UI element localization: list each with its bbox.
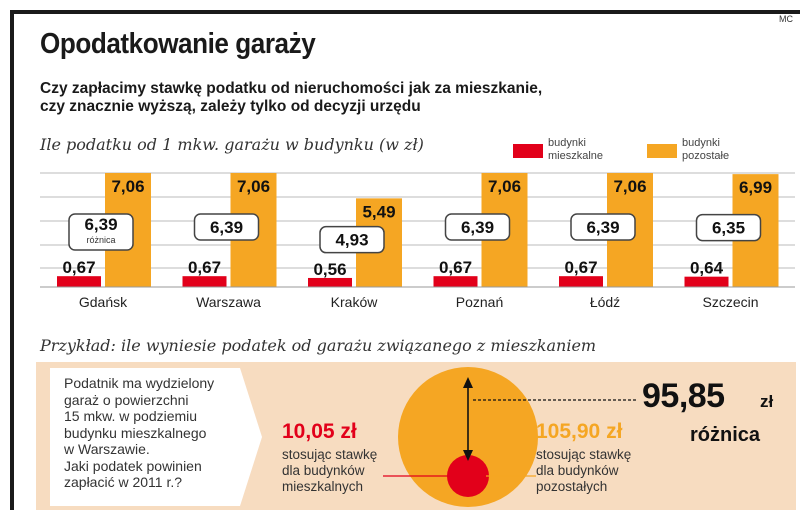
category-label: Łódź	[590, 294, 620, 310]
category-label: Poznań	[456, 294, 503, 310]
difference-value-label: 6,39	[210, 218, 243, 237]
category-label: Kraków	[331, 294, 379, 310]
difference-box	[695, 213, 762, 242]
difference-note: różnica	[86, 235, 115, 245]
difference-unit: zł	[760, 392, 774, 411]
legend-other-swatch	[647, 144, 677, 158]
difference-value-label: 6,39	[461, 218, 494, 237]
chart-heading: Ile podatku od 1 mkw. garażu w budynku (…	[40, 135, 424, 154]
difference-value-label: 6,35	[712, 219, 745, 238]
question-box	[50, 368, 262, 506]
difference-label: różnica	[690, 424, 761, 446]
legend-residential-swatch	[513, 144, 543, 158]
difference-value-label: 6,39	[586, 218, 619, 237]
other-tax-value: 105,90 zł	[536, 420, 623, 443]
radius-arrow-top	[463, 377, 473, 388]
difference-value-label: 4,93	[335, 231, 368, 250]
radius-arrow-bottom	[463, 450, 473, 461]
bar-residential	[308, 277, 352, 287]
difference-value-label: 6,39	[84, 215, 117, 234]
frame-left-rule	[10, 10, 14, 510]
residential-tax-caption: stosując stawkę dla budynków mieszkalnyc…	[282, 447, 378, 494]
bar-residential	[57, 276, 101, 287]
bar-chart: 7,060,676,39różnicaGdańsk7,060,676,39War…	[40, 172, 795, 310]
bar-residential	[182, 276, 227, 287]
bar-residential-label: 0,67	[439, 258, 472, 277]
category-label: Szczecin	[702, 294, 758, 310]
bar-other-label: 7,06	[111, 177, 144, 196]
legend-residential-label: budynki mieszkalne	[548, 137, 604, 162]
bar-residential-label: 0,56	[313, 260, 346, 279]
bar-other-label: 7,06	[488, 177, 521, 196]
other-tax-caption: stosując stawkę dla budynków pozostałych	[536, 447, 632, 494]
difference-value: 95,85	[642, 377, 725, 415]
frame-top-rule	[10, 10, 800, 14]
difference-box	[570, 213, 636, 241]
bar-residential	[433, 276, 478, 287]
category-label: Gdańsk	[79, 294, 128, 310]
page-title: Opodatkowanie garaży	[40, 28, 316, 60]
residential-amount-circle	[447, 455, 489, 497]
legend-other-label: budynki pozostałe	[682, 137, 730, 162]
difference-box	[68, 213, 134, 251]
bar-other-label: 6,99	[739, 178, 772, 197]
subtitle-line-2: czy znacznie wyższą, zależy tylko od dec…	[40, 98, 421, 115]
bar-other-label: 7,06	[237, 177, 270, 196]
source-credit: MC	[779, 14, 793, 24]
difference-box	[444, 213, 511, 241]
residential-tax-value: 10,05 zł	[282, 420, 357, 443]
difference-box	[319, 225, 385, 254]
bar-residential-label: 0,67	[564, 258, 597, 277]
bar-other-label: 7,06	[613, 177, 646, 196]
example-heading: Przykład: ile wyniesie podatek od garażu…	[40, 336, 597, 355]
example-question: Podatnik ma wydzielony garaż o powierzch…	[64, 375, 215, 490]
bar-residential-label: 0,67	[62, 258, 95, 277]
bar-residential	[559, 276, 603, 287]
category-label: Warszawa	[196, 294, 261, 310]
bar-residential-label: 0,67	[188, 258, 221, 277]
subtitle-line-1: Czy zapłacimy stawkę podatku od nierucho…	[40, 80, 543, 97]
bar-other-label: 5,49	[362, 202, 395, 221]
bar-residential-label: 0,64	[690, 259, 724, 278]
difference-box	[193, 213, 260, 241]
bar-residential	[684, 276, 729, 287]
